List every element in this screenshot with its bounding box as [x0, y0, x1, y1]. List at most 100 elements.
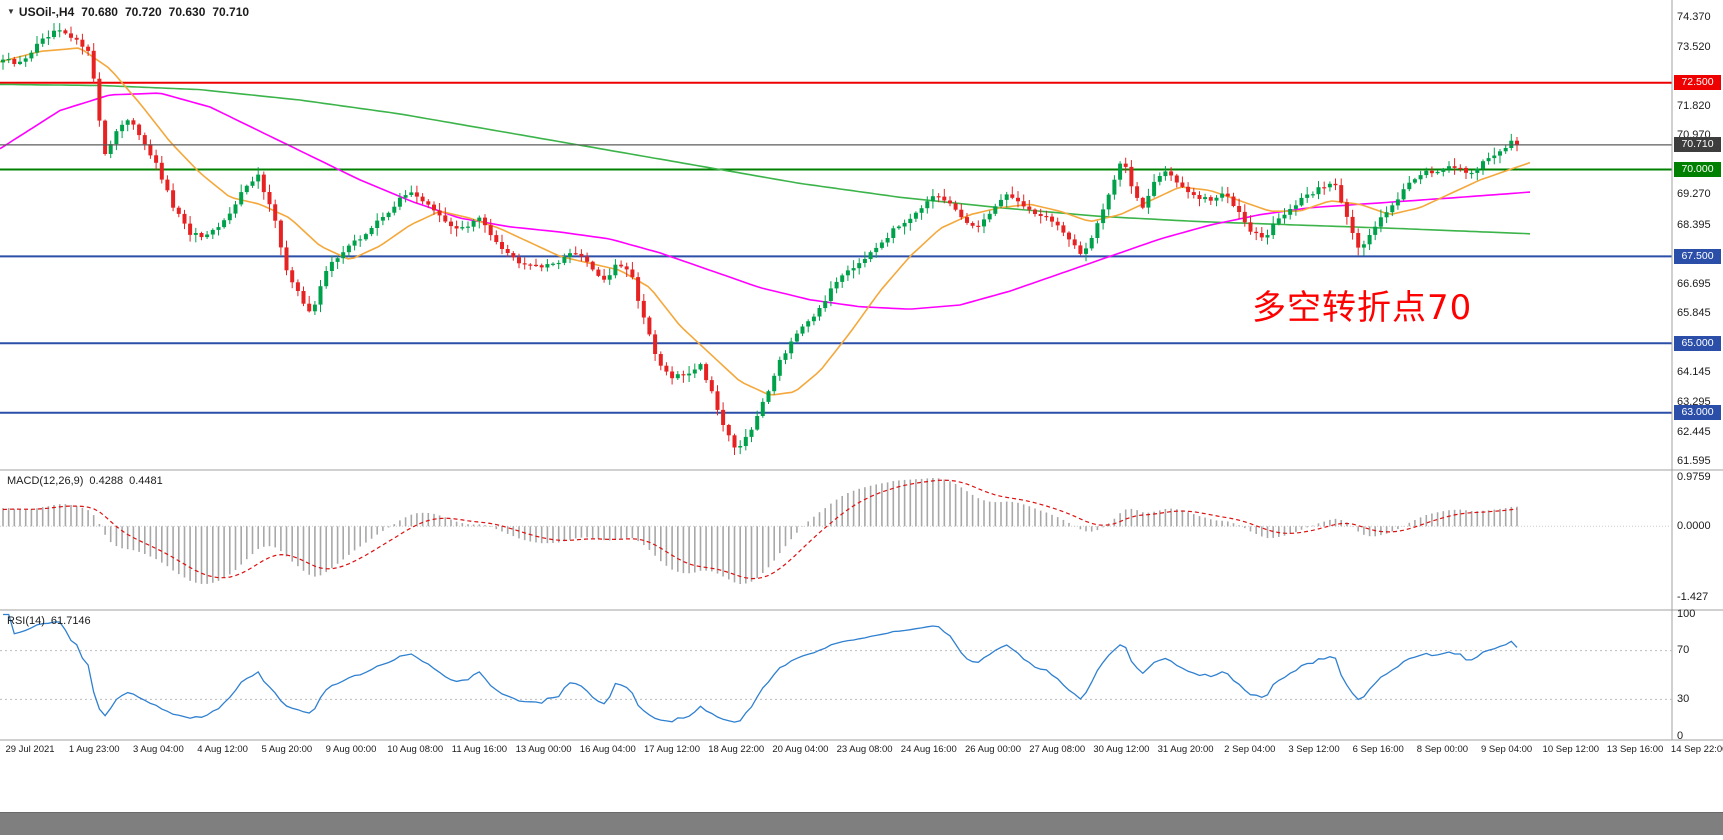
candle-body: [1293, 205, 1298, 209]
candle-body: [1384, 212, 1389, 218]
candle-body: [556, 262, 561, 265]
candle-body: [1112, 179, 1117, 195]
candle-body: [1469, 172, 1474, 175]
candle-body: [199, 233, 204, 238]
candle-body: [1027, 206, 1032, 210]
candle-body: [1458, 167, 1463, 170]
time-tick-label: 3 Sep 12:00: [1288, 744, 1340, 755]
price-badge-70.000: 70.000: [1674, 162, 1721, 177]
candle-body: [137, 124, 142, 136]
candle-body: [1101, 209, 1106, 224]
candle-body: [12, 59, 17, 64]
time-tick-label: 9 Sep 04:00: [1480, 744, 1533, 755]
candle-body: [879, 242, 884, 248]
candle-body: [1242, 211, 1247, 223]
candle-body: [851, 268, 856, 271]
price-badge-65.000: 65.000: [1674, 335, 1721, 351]
candle-body: [885, 238, 890, 243]
candle-body: [1282, 214, 1287, 219]
candle-body: [1271, 223, 1276, 236]
candle-body: [148, 144, 153, 156]
candle-body: [1169, 171, 1174, 176]
candle-body: [369, 228, 374, 235]
rsi-name: RSI(14): [7, 615, 45, 627]
candle-body: [1186, 186, 1191, 193]
candle-body: [80, 39, 85, 47]
candle-body: [443, 215, 448, 222]
candle-body: [114, 131, 119, 145]
macd-signal-line: [2, 479, 1518, 580]
candle-body: [284, 247, 289, 271]
candle-body: [125, 120, 130, 125]
candle-body: [1095, 223, 1100, 238]
candle-body: [454, 226, 459, 229]
candle-body: [188, 223, 193, 235]
candle-body: [562, 256, 567, 263]
candle-body: [35, 43, 39, 53]
symbol-dropdown-icon[interactable]: ▼: [7, 7, 15, 16]
time-tick-label: 1 Aug 23:00: [68, 744, 120, 755]
candle-body: [335, 258, 340, 262]
candle-body: [874, 247, 879, 253]
candle-body: [63, 30, 68, 34]
candle-body: [256, 174, 261, 182]
candle-body: [52, 30, 56, 37]
candle-body: [828, 288, 833, 301]
candle-body: [6, 59, 11, 61]
candle-body: [1197, 195, 1202, 199]
candle-body: [437, 210, 442, 216]
candle-body: [86, 46, 91, 51]
price-tick-label: 65.845: [1677, 307, 1711, 320]
candle-body: [704, 364, 709, 381]
horizontal-scrollbar[interactable]: [0, 812, 1723, 835]
candle-body: [483, 217, 487, 226]
chart-canvas[interactable]: [0, 0, 1723, 762]
candle-body: [976, 225, 981, 227]
candle-body: [777, 359, 782, 376]
time-tick-label: 23 Aug 08:00: [836, 744, 893, 755]
candle-body: [1378, 217, 1383, 227]
candle-body: [1447, 166, 1451, 170]
candle-body: [1276, 218, 1281, 224]
candle-body: [613, 264, 618, 276]
candle-body: [987, 213, 992, 220]
candle-body: [290, 270, 295, 283]
macd-value-main: 0.4288: [89, 475, 124, 487]
candle-body: [783, 353, 788, 360]
candle-body: [40, 38, 45, 44]
candle-body: [1214, 197, 1219, 201]
candle-body: [653, 334, 658, 354]
candle-body: [965, 217, 969, 223]
candle-body: [449, 221, 453, 227]
price-tick-label: 64.145: [1677, 366, 1711, 379]
candle-body: [165, 179, 170, 191]
candle-body: [97, 78, 102, 121]
candle-body: [636, 277, 641, 301]
candle-body: [261, 174, 266, 193]
candle-body: [1407, 182, 1412, 190]
time-tick-label: 10 Sep 12:00: [1542, 744, 1600, 755]
candle-body: [103, 120, 108, 154]
candle-body: [1237, 206, 1242, 212]
candle-body: [1515, 140, 1519, 145]
rsi-value: 61.7146: [50, 615, 91, 627]
candle-body: [1010, 194, 1015, 198]
candle-body: [942, 196, 947, 201]
candle-body: [69, 33, 73, 38]
candle-body: [1152, 181, 1157, 196]
candle-body: [460, 227, 465, 229]
candle-body: [341, 252, 346, 259]
candle-body: [301, 291, 306, 304]
price-tick-label: 68.395: [1677, 218, 1711, 231]
candle-body: [1475, 168, 1480, 173]
candle-body: [471, 221, 476, 227]
candle-body: [1486, 158, 1491, 162]
candle-body: [363, 234, 368, 240]
candle-body: [749, 429, 754, 437]
time-tick-label: 5 Aug 20:00: [261, 744, 313, 755]
candle-body: [1339, 185, 1344, 203]
price-tick-label: 73.520: [1677, 40, 1711, 53]
candle-body: [1220, 193, 1225, 198]
time-tick-label: 27 Aug 08:00: [1029, 744, 1086, 755]
candle-body: [602, 275, 607, 280]
